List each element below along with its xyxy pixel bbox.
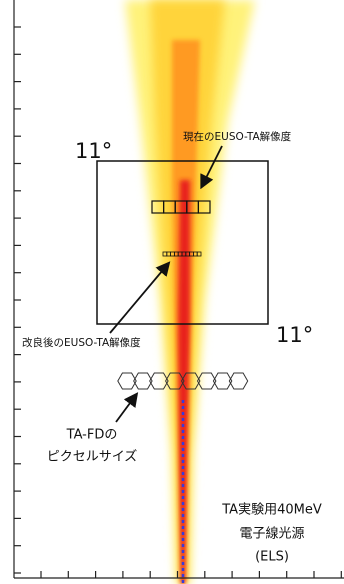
annotation: 電子線光源 — [239, 526, 304, 542]
angle-label: 11° — [75, 139, 112, 163]
annotation: 改良後のEUSO-TA解像度 — [22, 336, 141, 349]
figure: 11° 11° 現在のEUSO-TA解像度 改良後のEUSO-TA解像度 TA-… — [0, 0, 344, 584]
annotation: 現在のEUSO-TA解像度 — [183, 130, 292, 143]
annotation: (ELS) — [255, 550, 289, 565]
angle-label: 11° — [276, 323, 313, 347]
annotation: ピクセルサイズ — [47, 449, 138, 465]
annotation: TA-FDの — [66, 428, 118, 443]
annotation: TA実験用40MeV — [221, 502, 322, 518]
